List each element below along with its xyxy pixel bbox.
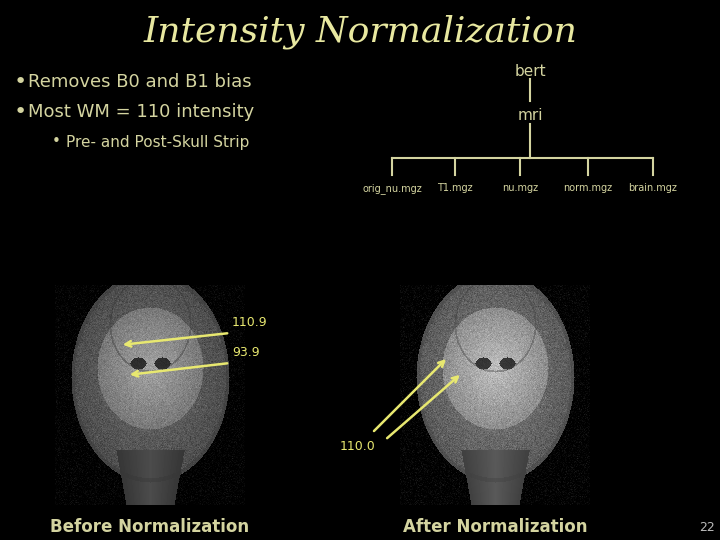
Text: Intensity Normalization: Intensity Normalization [143, 15, 577, 49]
Text: brain.mgz: brain.mgz [629, 183, 678, 193]
Text: Before Normalization: Before Normalization [50, 518, 250, 536]
Text: mri: mri [517, 107, 543, 123]
Text: nu.mgz: nu.mgz [502, 183, 538, 193]
Text: 110.9: 110.9 [232, 316, 268, 329]
Text: 110.0: 110.0 [340, 440, 376, 453]
Text: Removes B0 and B1 bias: Removes B0 and B1 bias [28, 73, 251, 91]
Text: Most WM = 110 intensity: Most WM = 110 intensity [28, 103, 254, 121]
Text: 93.9: 93.9 [232, 346, 260, 359]
Text: Pre- and Post-Skull Strip: Pre- and Post-Skull Strip [66, 134, 249, 150]
Text: T1.mgz: T1.mgz [437, 183, 473, 193]
Text: orig_nu.mgz: orig_nu.mgz [362, 183, 422, 194]
Text: •: • [14, 72, 27, 92]
Text: norm.mgz: norm.mgz [564, 183, 613, 193]
Text: 22: 22 [699, 521, 715, 534]
Text: After Normalization: After Normalization [402, 518, 588, 536]
Text: •: • [14, 102, 27, 122]
Text: bert: bert [514, 64, 546, 79]
Text: •: • [52, 134, 61, 150]
